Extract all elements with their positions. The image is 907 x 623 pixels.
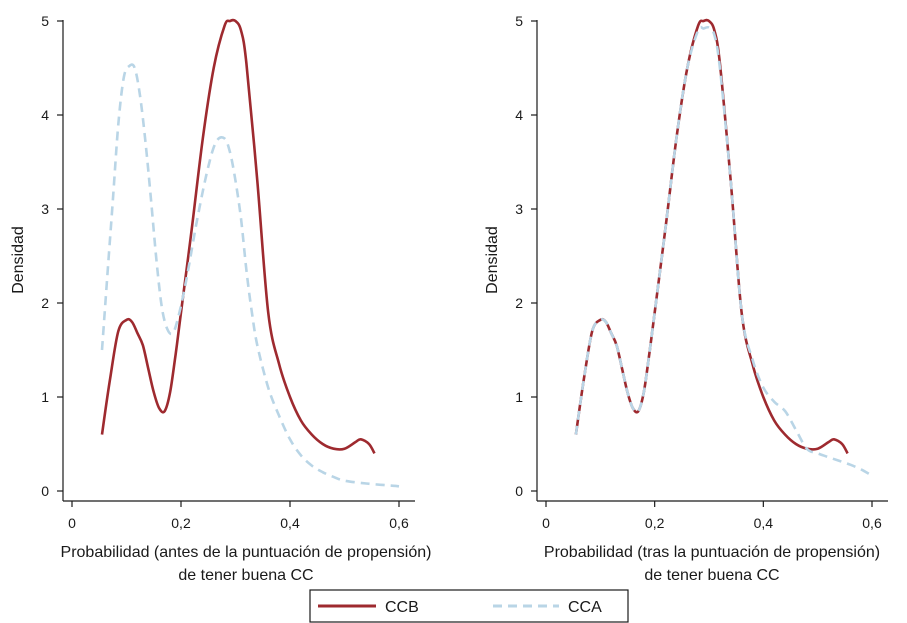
series-line-cca — [574, 25, 870, 476]
legend-label-ccb: CCB — [385, 599, 419, 616]
x-tick-label: 0,2 — [171, 515, 191, 531]
y-axis-title: Densidad — [10, 226, 27, 294]
x-axis: 0 0,2 0,4 0,6 — [537, 500, 888, 531]
series-line-cca — [100, 63, 400, 488]
x-tick-label: 0,4 — [280, 515, 300, 531]
y-tick-label: 2 — [41, 295, 49, 311]
y-tick-label: 4 — [515, 107, 523, 123]
x-tick-label: 0,2 — [645, 515, 665, 531]
y-tick-label: 0 — [515, 483, 523, 499]
x-tick-label: 0 — [542, 515, 550, 531]
y-axis: 0 1 2 3 4 5 — [515, 13, 538, 501]
x-tick-label: 0,4 — [754, 515, 774, 531]
y-tick-label: 1 — [41, 389, 49, 405]
x-axis-title-line1: Probabilidad (tras la puntuación de prop… — [544, 544, 880, 561]
legend: CCB CCA — [309, 589, 629, 623]
y-tick-label: 1 — [515, 389, 523, 405]
y-tick-label: 4 — [41, 107, 49, 123]
x-axis-title-line2: de tener buena CC — [644, 567, 779, 584]
series-line-ccb — [574, 18, 849, 455]
series-line-ccb — [100, 18, 376, 455]
y-tick-label: 5 — [41, 13, 49, 29]
x-axis: 0 0,2 0,4 0,6 — [63, 500, 415, 531]
y-tick-label: 5 — [515, 13, 523, 29]
y-axis: 0 1 2 3 4 5 — [41, 13, 64, 501]
y-axis-title: Densidad — [484, 226, 501, 294]
x-tick-label: 0,6 — [389, 515, 409, 531]
x-axis-title-line2: de tener buena CC — [178, 567, 313, 584]
y-tick-label: 2 — [515, 295, 523, 311]
chart-after-matching: Densidad 0 1 2 3 4 5 0 0,2 0,4 0,6 Probabilidad … — [484, 13, 888, 584]
chart-before-matching: Densidad 0 1 2 3 4 5 0 0,2 0,4 0,6 Probabilidad … — [10, 13, 431, 584]
series-group — [574, 18, 870, 476]
y-tick-label: 3 — [515, 201, 523, 217]
y-tick-label: 3 — [41, 201, 49, 217]
x-axis-title-line1: Probabilidad (antes de la puntuación de … — [61, 544, 432, 561]
x-tick-label: 0,6 — [862, 515, 882, 531]
series-group — [100, 18, 400, 488]
legend-label-cca: CCA — [568, 599, 602, 616]
y-tick-label: 0 — [41, 483, 49, 499]
x-tick-label: 0 — [68, 515, 76, 531]
